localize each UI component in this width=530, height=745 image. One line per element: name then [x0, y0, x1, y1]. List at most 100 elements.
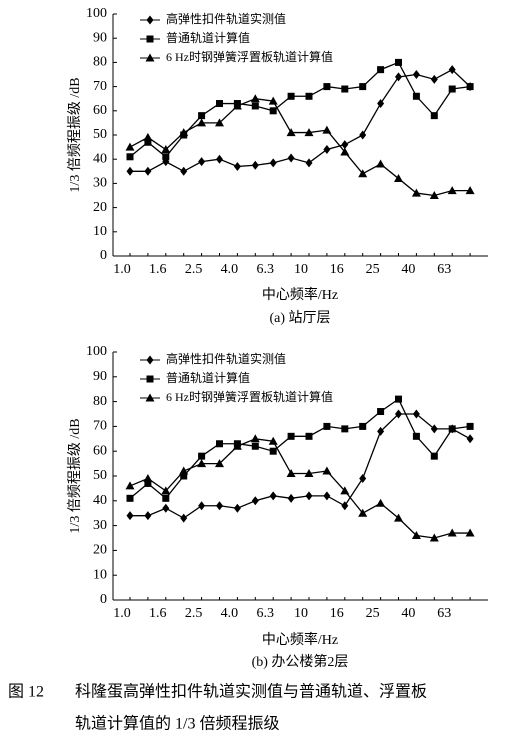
y-tick-label: 90 [93, 30, 107, 45]
x-tick-label: 4.0 [221, 606, 239, 621]
marker [126, 166, 134, 176]
x-tick-label: 6.3 [256, 262, 274, 277]
marker [197, 118, 207, 127]
marker [161, 486, 171, 495]
marker [145, 393, 155, 402]
line [129, 98, 471, 197]
series [126, 58, 474, 161]
marker [269, 491, 277, 501]
marker [161, 145, 171, 154]
line [130, 68, 471, 173]
legend-label: 6 Hz时钢弹簧浮置板轨道计算值 [166, 49, 333, 64]
x-tick-label: 40 [401, 606, 415, 621]
series [126, 409, 474, 523]
marker [198, 501, 206, 511]
marker [180, 472, 188, 480]
y-tick-label: 70 [93, 419, 107, 434]
x-tick-label: 10 [294, 606, 308, 621]
marker [376, 159, 386, 168]
x-tick-label: 16 [330, 262, 344, 277]
marker [412, 92, 420, 100]
marker [215, 118, 224, 127]
marker [198, 112, 206, 120]
marker [197, 459, 207, 468]
marker [146, 15, 154, 25]
marker [430, 452, 438, 460]
marker [377, 66, 385, 74]
x-tick-label: 25 [366, 262, 380, 277]
y-tick-label: 80 [93, 55, 107, 70]
marker [125, 142, 135, 151]
marker [429, 533, 439, 542]
x-tick-label: 2.5 [185, 606, 203, 621]
x-tick-label: 2.5 [185, 262, 203, 277]
y-tick-label: 20 [93, 543, 107, 558]
marker [323, 145, 331, 155]
marker [447, 186, 457, 195]
marker [412, 409, 420, 419]
marker [216, 440, 223, 448]
x-tick-label: 6.3 [256, 606, 274, 621]
marker [448, 425, 456, 433]
marker [287, 432, 295, 440]
marker [341, 501, 349, 511]
legend-label: 高弹性扣件轨道实测值 [166, 11, 286, 26]
marker [162, 503, 170, 513]
x-axis-label: 中心频率/Hz [262, 286, 338, 303]
marker [376, 498, 386, 507]
marker [323, 491, 331, 501]
marker [144, 138, 152, 146]
marker [447, 528, 457, 537]
y-axis-label: 1/3 倍频程振级 /dB [67, 418, 83, 533]
marker [144, 479, 152, 487]
marker [251, 496, 259, 506]
marker [287, 153, 295, 163]
marker [198, 157, 206, 167]
y-tick-label: 70 [93, 79, 107, 94]
marker [394, 513, 403, 522]
x-tick-label: 1.0 [113, 262, 131, 277]
y-tick-label: 80 [93, 394, 107, 409]
marker [304, 469, 314, 478]
y-tick-label: 100 [86, 344, 107, 359]
marker [430, 424, 438, 434]
y-tick-label: 30 [93, 176, 107, 191]
x-tick-label: 25 [366, 606, 380, 621]
marker [269, 158, 277, 168]
marker [322, 466, 332, 475]
marker [233, 503, 241, 513]
marker [358, 169, 368, 178]
marker [180, 166, 188, 176]
marker [341, 140, 349, 150]
marker [394, 174, 403, 183]
marker [146, 355, 154, 365]
caption-line: 轨道计算值的 1/3 倍频程振级 [75, 714, 279, 733]
marker [146, 375, 154, 383]
x-axis-label: 中心频率/Hz [262, 631, 338, 648]
y-tick-label: 60 [93, 103, 107, 118]
line [129, 438, 471, 539]
marker [269, 107, 277, 115]
marker [465, 528, 475, 537]
marker [287, 92, 295, 100]
marker [144, 166, 152, 176]
marker [341, 85, 349, 93]
x-tick-label: 1.0 [113, 606, 131, 621]
x-tick-label: 1.6 [149, 262, 167, 277]
marker [466, 83, 474, 91]
y-tick-label: 50 [93, 468, 107, 483]
marker [359, 83, 367, 91]
marker [232, 101, 242, 110]
y-tick-label: 10 [93, 567, 107, 582]
marker [340, 486, 350, 495]
marker [304, 128, 314, 137]
y-tick-label: 90 [93, 369, 107, 384]
y-tick-label: 40 [93, 151, 107, 166]
y-tick-label: 50 [93, 127, 107, 142]
marker [395, 395, 402, 403]
marker [251, 160, 259, 170]
marker [125, 481, 135, 490]
marker [465, 186, 475, 195]
marker [180, 513, 188, 523]
marker [377, 426, 385, 436]
